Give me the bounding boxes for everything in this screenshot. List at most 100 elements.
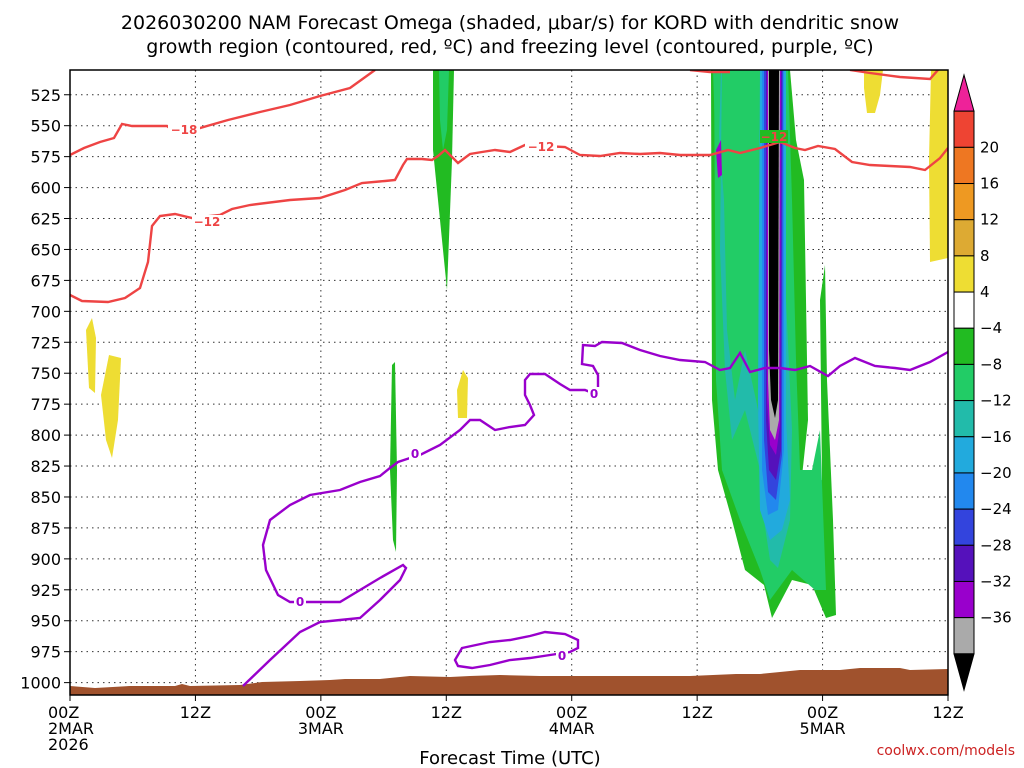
svg-text:−12: −12 — [528, 140, 555, 154]
colorbar-swatch — [953, 400, 975, 438]
y-tick-label: 975 — [30, 643, 61, 662]
y-tick-label: 525 — [30, 86, 61, 105]
colorbar: 20 16 12 8 4 −4 −8 −12 −16 −20 −24 −28 −32 −36 — [953, 73, 1012, 692]
y-tick-label: 550 — [30, 117, 61, 136]
colorbar-label: 4 — [980, 283, 990, 301]
colorbar-swatch — [953, 653, 975, 692]
colorbar-label: 16 — [980, 175, 999, 193]
contour-label-minus18: −18 — [168, 123, 200, 137]
colorbar-label: −16 — [980, 428, 1012, 446]
y-tick-label: 700 — [30, 302, 61, 321]
freezing-contour-main — [242, 372, 594, 687]
x-tick-label: 12Z — [180, 703, 211, 722]
y-tick-label: 725 — [30, 333, 61, 352]
x-tick-label: 12Z — [431, 703, 462, 722]
y-tick-label: 900 — [30, 550, 61, 569]
colorbar-swatch — [953, 617, 975, 655]
y-tick-label: 950 — [30, 612, 61, 631]
contour-label-minus12-b: −12 — [192, 215, 222, 229]
colorbar-label: −32 — [980, 572, 1012, 590]
chart-title-line-2: growth region (contoured, red, ºC) and f… — [146, 36, 873, 58]
y-tick-label: 650 — [30, 240, 61, 259]
colorbar-swatch — [953, 544, 975, 582]
x-tick-label: 2026 — [48, 735, 89, 754]
omega-rising-area-3 — [390, 362, 397, 552]
y-tick-label: 750 — [30, 364, 61, 383]
colorbar-label: −28 — [980, 536, 1012, 554]
plot-border — [69, 69, 949, 696]
contour-label-minus12-c: −12 — [760, 130, 788, 144]
y-tick-label: 675 — [30, 271, 61, 290]
y-tick-label: 625 — [30, 210, 61, 229]
colorbar-label: 8 — [980, 247, 990, 265]
colorbar-label: −8 — [980, 355, 1002, 373]
x-axis-label: Forecast Time (UTC) — [419, 748, 600, 768]
colorbar-label: −24 — [980, 500, 1012, 518]
svg-text:0: 0 — [590, 387, 598, 401]
x-tick-label: 12Z — [681, 703, 712, 722]
colorbar-swatch — [953, 327, 975, 365]
svg-text:−18: −18 — [171, 123, 198, 137]
y-tick-label: 825 — [30, 457, 61, 476]
omega-sinking-area-2 — [101, 355, 121, 458]
y-tick-label: 1000 — [20, 674, 61, 693]
colorbar-swatch — [953, 110, 975, 148]
svg-text:0: 0 — [296, 595, 304, 609]
colorbar-swatch — [953, 255, 975, 293]
colorbar-swatch — [953, 580, 975, 619]
colorbar-label: −36 — [980, 609, 1012, 627]
x-tick-label: 00Z — [305, 703, 336, 722]
plot-area — [70, 70, 948, 695]
omega-rising-area-2 — [439, 70, 449, 150]
x-tick-label: 12Z — [932, 703, 963, 722]
colorbar-label: −12 — [980, 392, 1012, 410]
omega-rising-area-1 — [433, 70, 454, 290]
x-tick-label: 4MAR — [549, 719, 595, 738]
omega-rising-area-14 — [713, 70, 721, 160]
x-tick-label: 5MAR — [800, 719, 846, 738]
colorbar-swatch — [953, 363, 975, 402]
contour-label-zero-c: 0 — [556, 649, 568, 663]
omega-rising-area-13 — [769, 70, 779, 418]
colorbar-label: −20 — [980, 464, 1012, 482]
surface-terrain — [70, 668, 948, 695]
x-tick-label: 00Z — [48, 703, 79, 722]
svg-text:0: 0 — [558, 649, 566, 663]
x-tick-label: 2MAR — [48, 719, 94, 738]
y-tick-label: 875 — [30, 519, 61, 538]
y-tick-label: 775 — [30, 395, 61, 414]
colorbar-swatch — [953, 291, 975, 329]
freezing-contour-lower — [453, 630, 580, 670]
y-tick-label: 925 — [30, 581, 61, 600]
y-tick-label: 800 — [30, 426, 61, 445]
omega-rising-area-15 — [716, 140, 722, 178]
contour-label-minus12-a: −12 — [525, 140, 557, 154]
contour-label-zero-a: 0 — [294, 595, 306, 609]
freezing-contour-upper — [580, 340, 948, 392]
colorbar-swatch — [953, 508, 975, 546]
omega-sinking-area-4 — [864, 70, 883, 113]
colorbar-swatch — [953, 73, 975, 112]
colorbar-swatch — [953, 146, 975, 185]
svg-text:−12: −12 — [761, 130, 788, 144]
colorbar-swatch — [953, 183, 975, 221]
omega-sinking-area-5 — [929, 70, 948, 262]
colorbar-swatch — [953, 219, 975, 257]
credit-text: coolwx.com/models — [877, 743, 1015, 759]
y-tick-label: 850 — [30, 488, 61, 507]
contour-label-zero-d: 0 — [588, 387, 600, 401]
svg-text:−12: −12 — [194, 215, 221, 229]
svg-text:0: 0 — [411, 447, 419, 461]
chart-title-line-1: 2026030200 NAM Forecast Omega (shaded, μ… — [121, 12, 899, 34]
x-tick-label: 00Z — [807, 703, 838, 722]
y-axis: 525 550 575 600 625 650 675 700 725 750 775 800 825 8… — [20, 86, 70, 693]
omega-sinking-area-3 — [457, 370, 468, 418]
colorbar-label: 20 — [980, 138, 999, 156]
contour-label-zero-b: 0 — [409, 447, 421, 461]
x-tick-label: 00Z — [556, 703, 587, 722]
x-tick-label: 3MAR — [298, 719, 344, 738]
y-tick-label: 575 — [30, 148, 61, 167]
colorbar-swatch — [953, 436, 975, 474]
